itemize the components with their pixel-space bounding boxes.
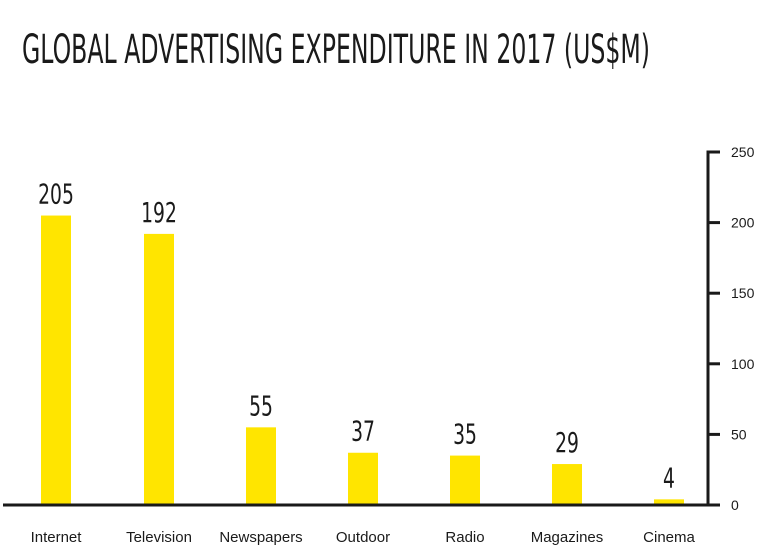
category-label-outdoor: Outdoor — [336, 529, 390, 546]
data-label-radio: 35 — [453, 418, 477, 451]
data-label-newspapers: 55 — [249, 390, 273, 423]
data-label-television: 192 — [141, 196, 177, 229]
bar-radio — [450, 455, 480, 505]
y-tick-label-100: 100 — [731, 356, 755, 372]
bar-television — [144, 233, 174, 505]
bars-layer — [41, 215, 684, 506]
category-label-cinema: Cinema — [643, 529, 695, 546]
bar-newspapers — [246, 427, 276, 505]
y-tick-label-0: 0 — [731, 497, 739, 513]
y-tick-label-50: 50 — [731, 426, 747, 442]
category-label-internet: Internet — [31, 529, 83, 546]
bar-internet — [41, 215, 71, 506]
data-label-cinema: 4 — [663, 462, 675, 495]
category-labels-layer: Internet Television Newspapers Outdoor Radio… — [31, 529, 696, 546]
bar-magazines — [552, 464, 582, 505]
y-tick-label-250: 250 — [731, 144, 755, 160]
bar-cinema — [654, 499, 684, 505]
category-label-television: Television — [126, 529, 192, 546]
category-label-magazines: Magazines — [531, 529, 604, 546]
y-ticks-layer: 0 50 100 150 200 250 — [708, 144, 755, 513]
data-labels-layer: 205 192 55 37 35 29 4 — [38, 178, 675, 495]
y-tick-label-200: 200 — [731, 215, 755, 231]
chart-title: GLOBAL ADVERTISING EXPENDITURE IN 2017 (… — [22, 27, 650, 73]
category-label-radio: Radio — [445, 529, 484, 546]
data-label-outdoor: 37 — [351, 415, 375, 448]
bar-outdoor — [348, 452, 378, 505]
category-label-newspapers: Newspapers — [219, 529, 302, 546]
chart-title-text: GLOBAL ADVERTISING EXPENDITURE IN 2017 (… — [22, 27, 650, 73]
y-tick-label-150: 150 — [731, 285, 755, 301]
data-label-magazines: 29 — [555, 426, 579, 459]
data-label-internet: 205 — [38, 178, 74, 211]
